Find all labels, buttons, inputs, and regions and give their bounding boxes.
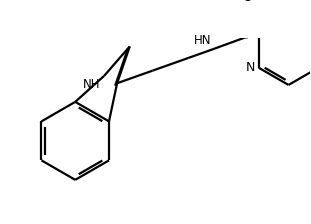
Text: NH: NH bbox=[83, 78, 101, 91]
Text: O: O bbox=[242, 0, 252, 4]
Text: N: N bbox=[245, 61, 255, 74]
Text: HN: HN bbox=[194, 34, 212, 47]
